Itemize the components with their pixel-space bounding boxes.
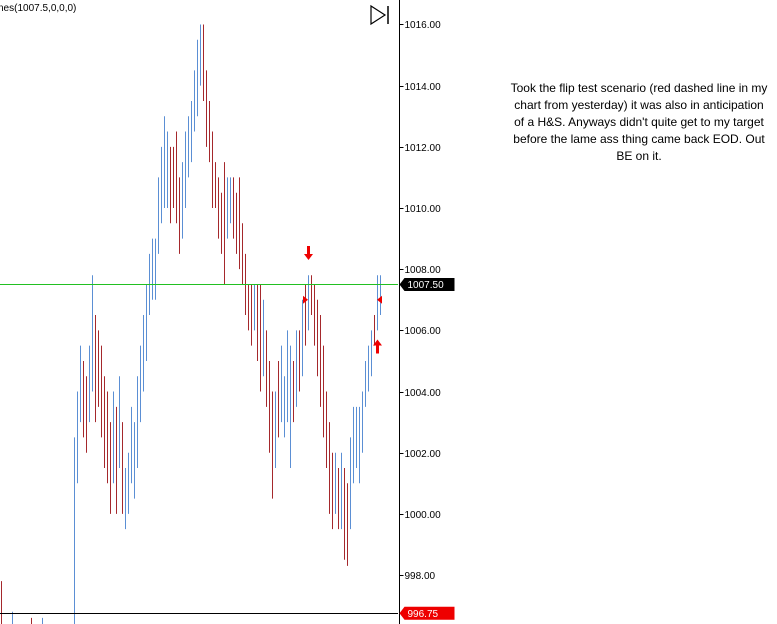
price-level-lines <box>0 284 398 614</box>
y-tick-label: 1008.00 <box>405 265 442 276</box>
price-tag <box>399 606 455 620</box>
trade-annotation: Took the flip test scenario (red dashed … <box>510 81 768 163</box>
y-tick-label: 1004.00 <box>405 388 442 399</box>
sell-arrow-icon <box>304 246 313 260</box>
buy-arrow-icon <box>373 339 382 354</box>
y-tick-label: 1000.00 <box>405 510 442 521</box>
price-tag-label: 1007.50 <box>408 280 445 291</box>
execution-marker-icon <box>303 295 308 304</box>
y-tick-label: 1014.00 <box>405 82 442 93</box>
price-tag <box>399 277 455 291</box>
price-axis: 1016.00 1014.00 1012.00 1010.00 1008.00 1006.… <box>399 20 442 582</box>
y-tick-label: 1012.00 <box>405 143 442 154</box>
skip-to-end-icon[interactable] <box>369 4 391 26</box>
y-tick-label: 1016.00 <box>405 20 442 31</box>
price-bars <box>1 24 381 624</box>
y-tick-label: 998.00 <box>405 571 436 582</box>
trade-markers <box>303 246 382 354</box>
y-tick-label: 1002.00 <box>405 449 442 460</box>
chart-title: nes(1007.5,0,0,0) <box>0 3 76 14</box>
y-tick-label: 1006.00 <box>405 326 442 337</box>
price-tags: 1007.50 996.75 <box>399 277 455 620</box>
price-tag-label: 996.75 <box>408 609 439 620</box>
execution-marker-icon <box>377 295 382 304</box>
y-tick-label: 1010.00 <box>405 204 442 215</box>
